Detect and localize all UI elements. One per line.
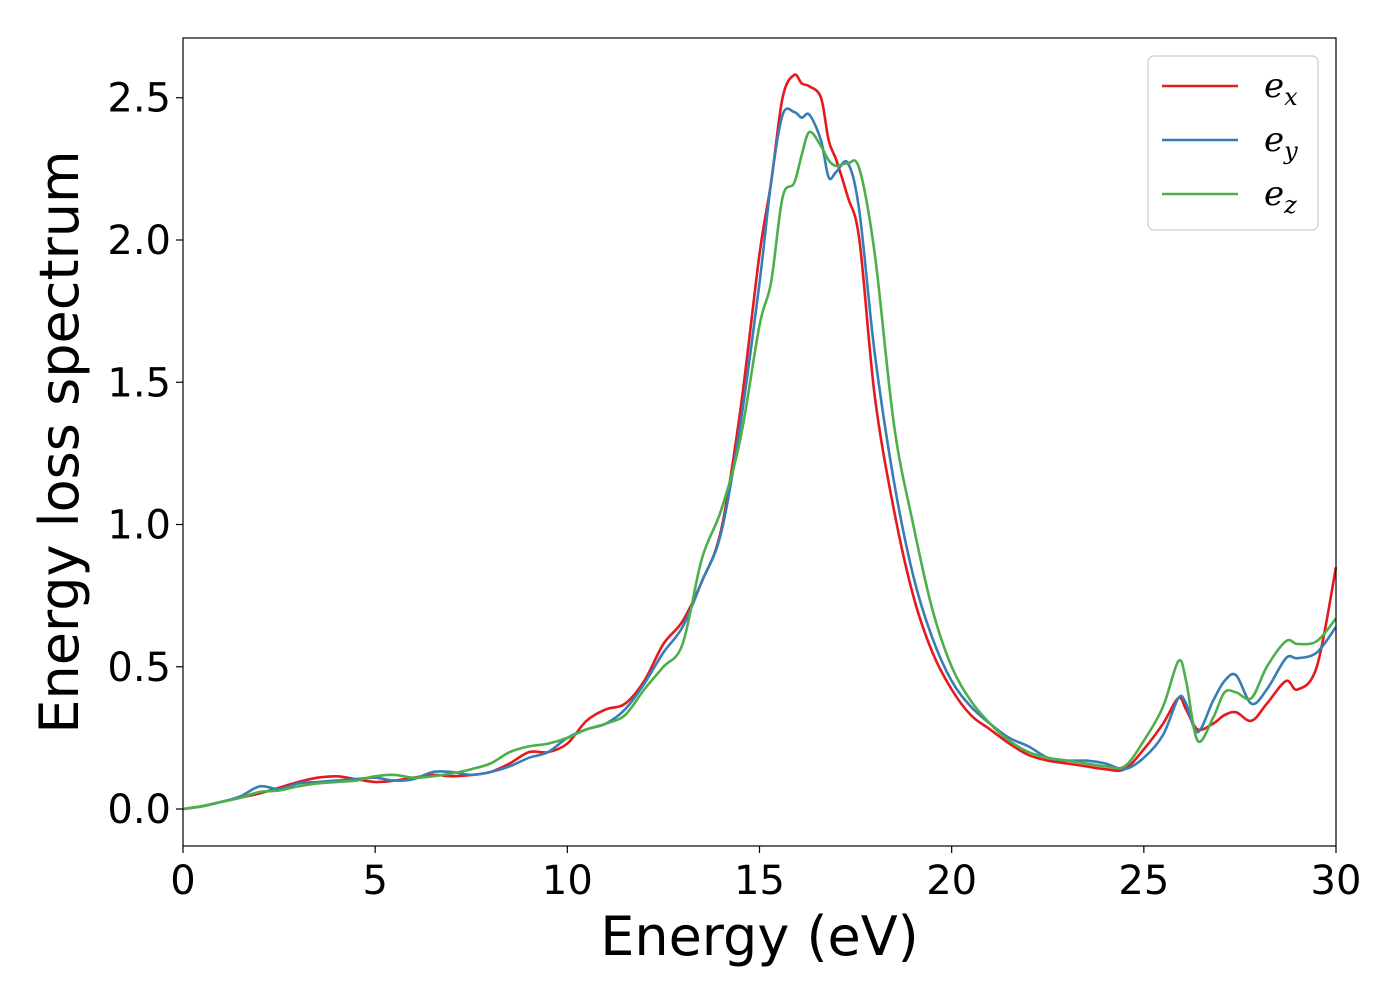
x-tick-label: 0 bbox=[170, 858, 195, 904]
y-tick-label: 0.5 bbox=[107, 645, 171, 691]
y-axis: 0.0 0.5 1.0 1.5 2.0 2.5 bbox=[107, 76, 183, 833]
y-axis-label: Energy loss spectrum bbox=[28, 150, 91, 733]
y-tick-label: 0.0 bbox=[107, 787, 171, 833]
y-tick-label: 1.5 bbox=[107, 360, 171, 406]
legend-entry-y: ey bbox=[1264, 120, 1298, 165]
legend-entry-z: ez bbox=[1264, 174, 1297, 219]
legend: ex ey ez bbox=[1147, 55, 1319, 231]
x-tick-label: 15 bbox=[734, 858, 785, 904]
x-tick-label: 30 bbox=[1311, 858, 1362, 904]
x-tick-label: 25 bbox=[1118, 858, 1169, 904]
y-tick-label: 1.0 bbox=[107, 503, 171, 549]
series-line-z bbox=[182, 130, 1338, 811]
series-line-y bbox=[182, 107, 1338, 811]
x-axis-label: Energy (eV) bbox=[600, 905, 919, 968]
x-tick-label: 10 bbox=[542, 858, 593, 904]
x-axis: 0 5 10 15 20 25 30 bbox=[170, 846, 1361, 904]
y-tick-label: 2.0 bbox=[107, 218, 171, 264]
legend-entry-x: ex bbox=[1264, 66, 1298, 111]
x-tick-label: 5 bbox=[362, 858, 387, 904]
y-tick-label: 2.5 bbox=[107, 76, 171, 122]
series-layer bbox=[182, 73, 1338, 811]
legend-box bbox=[1147, 55, 1319, 231]
x-tick-label: 20 bbox=[926, 858, 977, 904]
